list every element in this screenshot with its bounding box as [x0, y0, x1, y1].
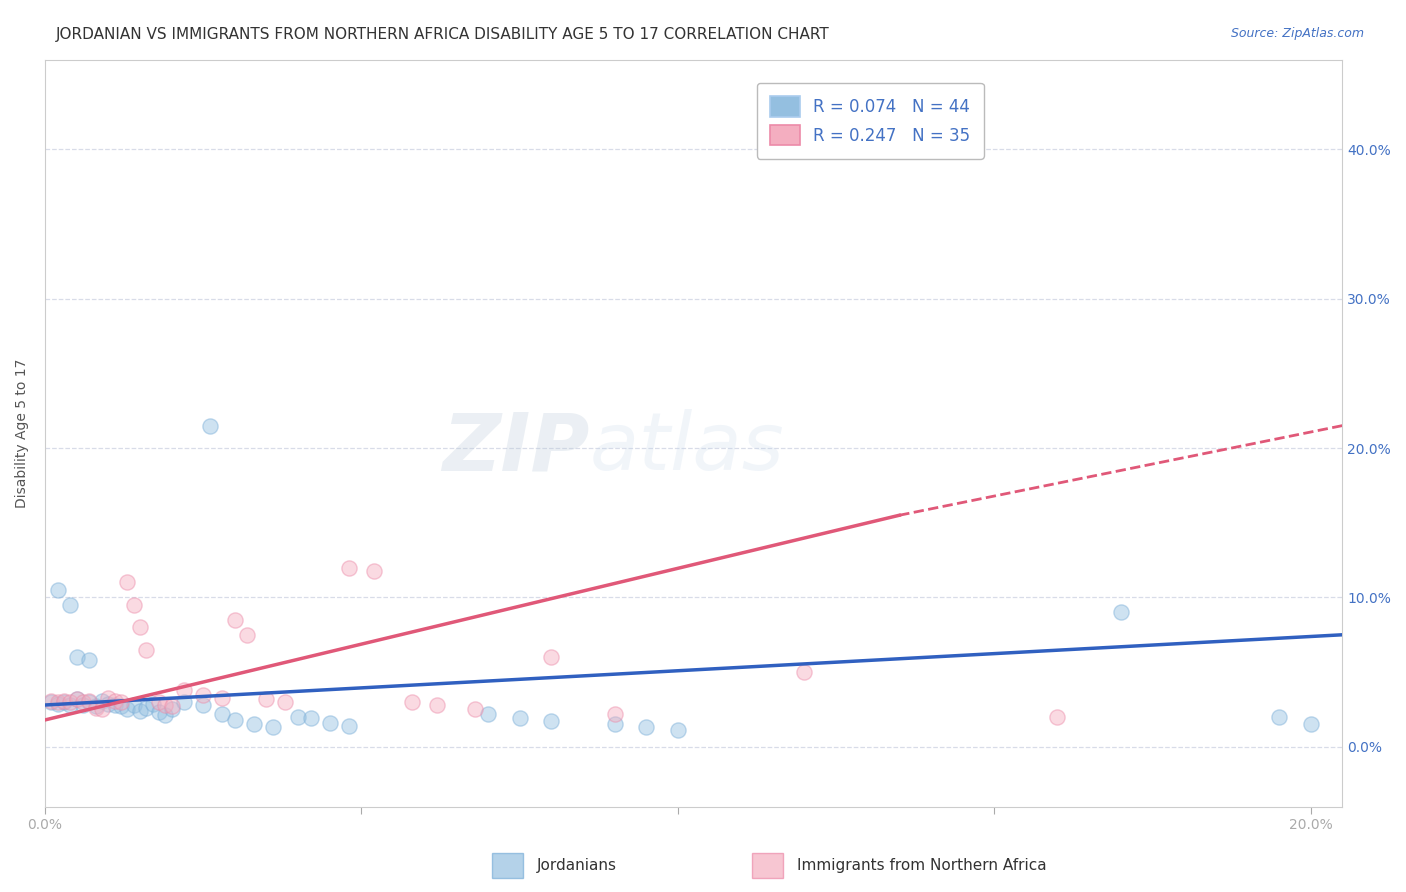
Y-axis label: Disability Age 5 to 17: Disability Age 5 to 17: [15, 359, 30, 508]
Point: [135, 701, 157, 715]
Point: [363, 564, 385, 578]
Point: [299, 711, 322, 725]
Point: [211, 690, 233, 705]
Point: [1109, 606, 1132, 620]
Point: [115, 575, 138, 590]
Point: [603, 706, 626, 721]
Point: [540, 650, 562, 665]
Point: [426, 698, 449, 712]
Point: [193, 698, 215, 712]
Point: [46, 697, 69, 711]
Point: [540, 714, 562, 729]
Point: [128, 620, 150, 634]
Point: [90, 693, 112, 707]
Point: [59, 598, 82, 612]
Point: [198, 418, 221, 433]
Point: [224, 713, 246, 727]
Point: [122, 698, 145, 712]
Point: [110, 699, 132, 714]
Point: [148, 706, 170, 720]
Point: [97, 690, 120, 705]
Point: [211, 706, 233, 721]
Point: [39, 693, 62, 707]
Point: [115, 702, 138, 716]
Point: [72, 695, 94, 709]
Point: [128, 704, 150, 718]
Point: [160, 699, 183, 714]
Point: [103, 693, 125, 707]
Point: [155, 698, 177, 712]
Point: [636, 720, 658, 734]
Point: [46, 582, 69, 597]
Point: [84, 701, 107, 715]
Point: [72, 698, 94, 712]
Point: [90, 702, 112, 716]
Point: [173, 683, 195, 698]
Point: [236, 628, 259, 642]
Point: [287, 710, 309, 724]
Point: [52, 693, 75, 707]
Point: [77, 693, 100, 707]
Point: [59, 698, 82, 712]
Point: [142, 697, 165, 711]
Point: [337, 560, 360, 574]
Text: atlas: atlas: [591, 409, 785, 487]
Point: [401, 695, 423, 709]
Point: [173, 695, 195, 709]
FancyBboxPatch shape: [492, 853, 523, 878]
Point: [84, 699, 107, 714]
Point: [1268, 710, 1291, 724]
Point: [793, 665, 815, 680]
Point: [46, 695, 69, 709]
Point: [110, 695, 132, 709]
Point: [666, 723, 689, 738]
Point: [337, 719, 360, 733]
Point: [477, 706, 499, 721]
Point: [160, 702, 183, 716]
Point: [39, 695, 62, 709]
Point: [274, 695, 297, 709]
Point: [256, 692, 278, 706]
Point: [464, 702, 486, 716]
Text: Jordanians: Jordanians: [537, 858, 617, 872]
Point: [103, 698, 125, 712]
Text: ZIP: ZIP: [443, 409, 591, 487]
Point: [59, 695, 82, 709]
Point: [65, 650, 87, 665]
FancyBboxPatch shape: [752, 853, 783, 878]
Point: [509, 711, 531, 725]
Point: [148, 695, 170, 709]
Point: [243, 717, 266, 731]
Point: [77, 653, 100, 667]
Point: [1046, 710, 1069, 724]
Point: [52, 695, 75, 709]
Legend: R = 0.074   N = 44, R = 0.247   N = 35: R = 0.074 N = 44, R = 0.247 N = 35: [756, 83, 984, 159]
Point: [155, 708, 177, 723]
Point: [262, 720, 284, 734]
Point: [97, 697, 120, 711]
Point: [135, 642, 157, 657]
Point: [319, 715, 342, 730]
Point: [603, 717, 626, 731]
Point: [65, 692, 87, 706]
Point: [65, 692, 87, 706]
Point: [1299, 717, 1322, 731]
Text: JORDANIAN VS IMMIGRANTS FROM NORTHERN AFRICA DISABILITY AGE 5 TO 17 CORRELATION : JORDANIAN VS IMMIGRANTS FROM NORTHERN AF…: [56, 27, 830, 42]
Point: [77, 695, 100, 709]
Point: [193, 688, 215, 702]
Text: Immigrants from Northern Africa: Immigrants from Northern Africa: [797, 858, 1047, 872]
Text: Source: ZipAtlas.com: Source: ZipAtlas.com: [1230, 27, 1364, 40]
Point: [224, 613, 246, 627]
Point: [122, 598, 145, 612]
